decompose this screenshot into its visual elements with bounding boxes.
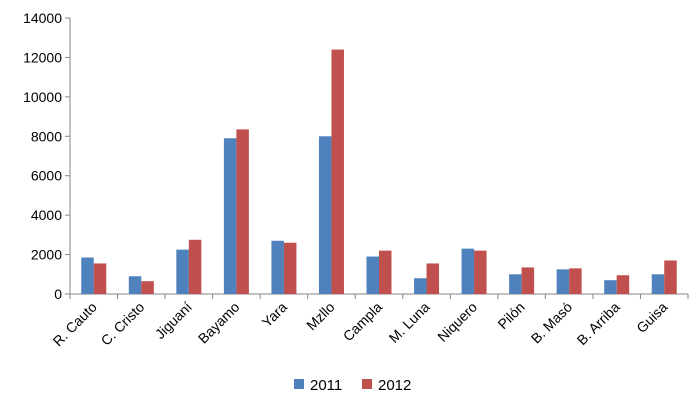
bar-2011-yara [271, 240, 284, 294]
bar-2012-pil-n [521, 267, 535, 294]
bar-2012-b-mas- [569, 268, 582, 294]
y-tick-label: 12000 [23, 49, 62, 65]
bar-2012-campla [379, 250, 392, 294]
bar-2011-m-luna [414, 278, 427, 294]
bar-2011-jiguan- [176, 249, 189, 294]
y-tick-label: 8000 [31, 128, 62, 144]
bar-2012-yara [283, 242, 297, 294]
bar-2011-campla [366, 256, 379, 294]
legend-swatch-2011 [294, 379, 304, 389]
bar-2012-mzllo [331, 49, 344, 294]
x-tick-label: Niquero [434, 299, 480, 345]
x-tick-label: Guisa [633, 299, 670, 336]
bar-2012-c-cristo [141, 281, 154, 294]
bar-2011-guisa [651, 274, 665, 294]
x-tick-label: Campla [340, 299, 386, 345]
chart-labels: 0 2000 4000 6000 8000 10000 12000 14000 R. Cauto… [23, 10, 670, 349]
bar-2012-jiguan- [188, 239, 202, 294]
x-tick-label: B. Masó [528, 299, 576, 347]
x-tick-label: R. Cauto [50, 299, 101, 350]
x-tick-label: C. Cristo [98, 299, 148, 349]
bar-2011-c-cristo [128, 276, 142, 294]
legend-label-2011: 2011 [310, 377, 342, 394]
y-tick-label: 2000 [31, 247, 62, 263]
bar-2012-niquero [474, 250, 487, 294]
chart-axes [65, 17, 689, 299]
bar-2011-bayamo [223, 138, 237, 294]
y-tick-label: 6000 [31, 168, 62, 184]
chart-bars [81, 49, 677, 294]
x-tick-label: Yara [259, 299, 291, 331]
x-tick-label: Bayamo [195, 299, 243, 347]
x-tick-label: Mzllo [303, 299, 338, 334]
x-tick-label: B. Arriba [574, 299, 623, 348]
chart-legend: 2011 2012 [294, 377, 411, 394]
y-tick-label: 10000 [23, 89, 62, 105]
bar-2012-b-arriba [616, 275, 630, 294]
legend-swatch-2012 [362, 379, 372, 389]
bar-2012-bayamo [236, 129, 249, 294]
bar-2011-pil-n [509, 274, 522, 294]
bar-2011-niquero [461, 248, 475, 294]
y-tick-label: 4000 [31, 207, 62, 223]
x-tick-label: Jiguaní [152, 299, 195, 342]
bar-2012-r-cauto [93, 263, 107, 294]
bar-2011-r-cauto [81, 257, 94, 294]
bar-2011-b-mas- [556, 269, 570, 294]
bar-2011-b-arriba [604, 280, 617, 294]
y-tick-label: 0 [54, 286, 62, 302]
x-tick-label: M. Luna [386, 299, 433, 346]
legend-label-2012: 2012 [378, 377, 411, 394]
bar-2012-m-luna [426, 263, 440, 294]
y-tick-label: 14000 [23, 10, 62, 26]
x-tick-label: Pilón [494, 299, 527, 332]
bar-2012-guisa [664, 260, 677, 294]
bar-2011-mzllo [318, 136, 332, 294]
